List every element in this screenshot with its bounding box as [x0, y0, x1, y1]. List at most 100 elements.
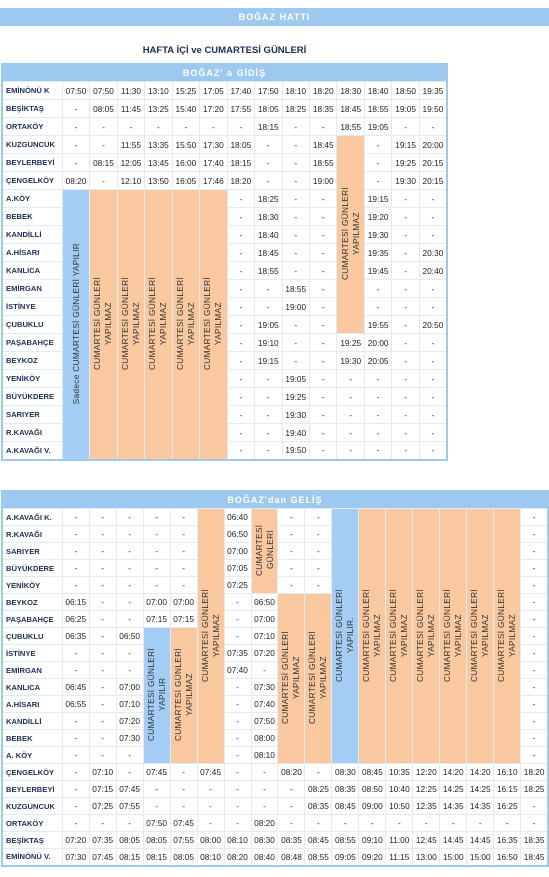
note-text: CUMARTESİ GÜNLERİ YAPILMAZ [339, 187, 361, 280]
merged-note: CUMARTESİ GÜNLERİ YAPILMAZ [358, 508, 387, 764]
time: 07:00 [250, 610, 279, 628]
time: 08:55 [304, 848, 333, 866]
time: - [226, 297, 256, 316]
time: - [250, 797, 279, 815]
time: - [520, 627, 549, 645]
time: 16:50 [493, 848, 522, 866]
merged-note: CUMARTESİ GÜNLERİ YAPILMAZ [116, 189, 146, 460]
time: - [308, 369, 338, 388]
time: 15:50 [171, 135, 201, 154]
time: 19:20 [363, 207, 393, 226]
time: 08:35 [277, 831, 306, 849]
time: - [363, 279, 393, 298]
time: - [308, 297, 338, 316]
time: - [254, 423, 283, 442]
time: - [115, 508, 144, 526]
note-text: CUMARTESİ GÜNLERİ YAPILIR. [334, 588, 356, 682]
time: 18:20 [308, 81, 338, 100]
time: 17:40 [226, 81, 256, 100]
time: - [226, 387, 256, 406]
time: - [61, 644, 90, 662]
time: 07:55 [115, 797, 144, 815]
time: - [142, 576, 171, 594]
time: - [363, 171, 393, 190]
time: - [226, 117, 256, 136]
time: 15:40 [171, 99, 201, 118]
time: - [169, 797, 198, 815]
station: İSTİNYE [1, 297, 63, 316]
time: 15:00 [466, 848, 495, 866]
time: 10:40 [385, 780, 414, 798]
time: - [520, 559, 549, 577]
note-text: CUMARTESİ GÜNLERİ YAPILMAZ [199, 588, 221, 682]
time: 09:20 [358, 848, 387, 866]
note-text: CUMARTESİ GÜNLERİ YAPILMAZ [280, 631, 302, 724]
time: 08:20 [277, 763, 306, 781]
time: - [304, 763, 333, 781]
row: BEYLERBEYİ -08:15 12:05 13:45 16:00 17:40 18:1… [1, 153, 448, 172]
row: YENİKÖY - - - - -07:25- - - [1, 576, 549, 594]
time: 18:45 [308, 135, 338, 154]
merged-note: CUMARTESİ GÜNLERİ YAPILMAZ [385, 508, 414, 764]
table-body: BOĞAZ'dan GELİŞ A.KAVAĞI K. - - - - - CUMARTESİ… [1, 490, 549, 866]
merged-note: CUMARTESİ GÜNLERİ YAPILIR [142, 627, 171, 764]
time: - [61, 780, 90, 798]
time: - [336, 387, 365, 406]
time: 17:55 [226, 99, 256, 118]
time: - [196, 814, 225, 832]
time: 19:00 [281, 297, 311, 316]
time: - [281, 315, 311, 334]
note-text: CUMARTESİ GÜNLERİ YAPILMAZ [442, 588, 464, 682]
time: - [171, 117, 201, 136]
time: 18:45 [254, 243, 283, 262]
time: - [391, 243, 420, 262]
time: - [520, 746, 549, 764]
time: 19:40 [281, 423, 311, 442]
time: - [308, 279, 338, 298]
time: 07:20 [250, 644, 279, 662]
time: - [226, 189, 256, 208]
time: - [61, 525, 90, 543]
merged-note: CUMARTESİ GÜNLERİ [250, 508, 279, 594]
time: - [115, 814, 144, 832]
time: 19:25 [281, 387, 311, 406]
time: 07:45 [142, 763, 171, 781]
time: - [308, 315, 338, 334]
station: BEYKOZ [1, 593, 63, 611]
time: - [418, 279, 448, 298]
time: 19:30 [391, 171, 420, 190]
time: - [61, 153, 91, 172]
time: 08:20 [250, 814, 279, 832]
time: 08:48 [277, 848, 306, 866]
row: R.KAVAĞI - - - - -06:50- - - [1, 525, 549, 543]
time: - [520, 729, 549, 747]
time: - [308, 387, 338, 406]
time: 15:00 [439, 848, 468, 866]
time: - [391, 207, 420, 226]
time: - [88, 746, 117, 764]
time: 07:40 [223, 661, 252, 679]
time: - [308, 423, 338, 442]
merged-note: CUMARTESİ GÜNLERİ YAPILMAZ [89, 189, 118, 460]
time: 17:05 [199, 81, 228, 100]
time: 20:15 [418, 153, 448, 172]
merged-note: CUMARTESİ GÜNLERİ YAPILMAZ [196, 508, 225, 764]
time: 08:25 [304, 780, 333, 798]
time: 20:00 [418, 135, 448, 154]
time: 08:05 [115, 831, 144, 849]
time: - [196, 780, 225, 798]
time: - [520, 610, 549, 628]
time: - [142, 508, 171, 526]
time: 18:15 [254, 117, 283, 136]
row: A.KAVAĞI K. - - - - - CUMARTESİ GÜNLERİ YAPILM… [1, 508, 549, 764]
note-text: CUMARTESİ GÜNLERİ YAPILMAZ [119, 276, 141, 370]
time: 07:15 [142, 610, 171, 628]
time: - [223, 814, 252, 832]
time: - [254, 171, 283, 190]
time: 06:25 [61, 610, 90, 628]
time: 17:30 [199, 135, 228, 154]
time: - [281, 225, 311, 244]
time: - [223, 797, 252, 815]
time: 11:15 [385, 848, 414, 866]
time: - [61, 746, 90, 764]
